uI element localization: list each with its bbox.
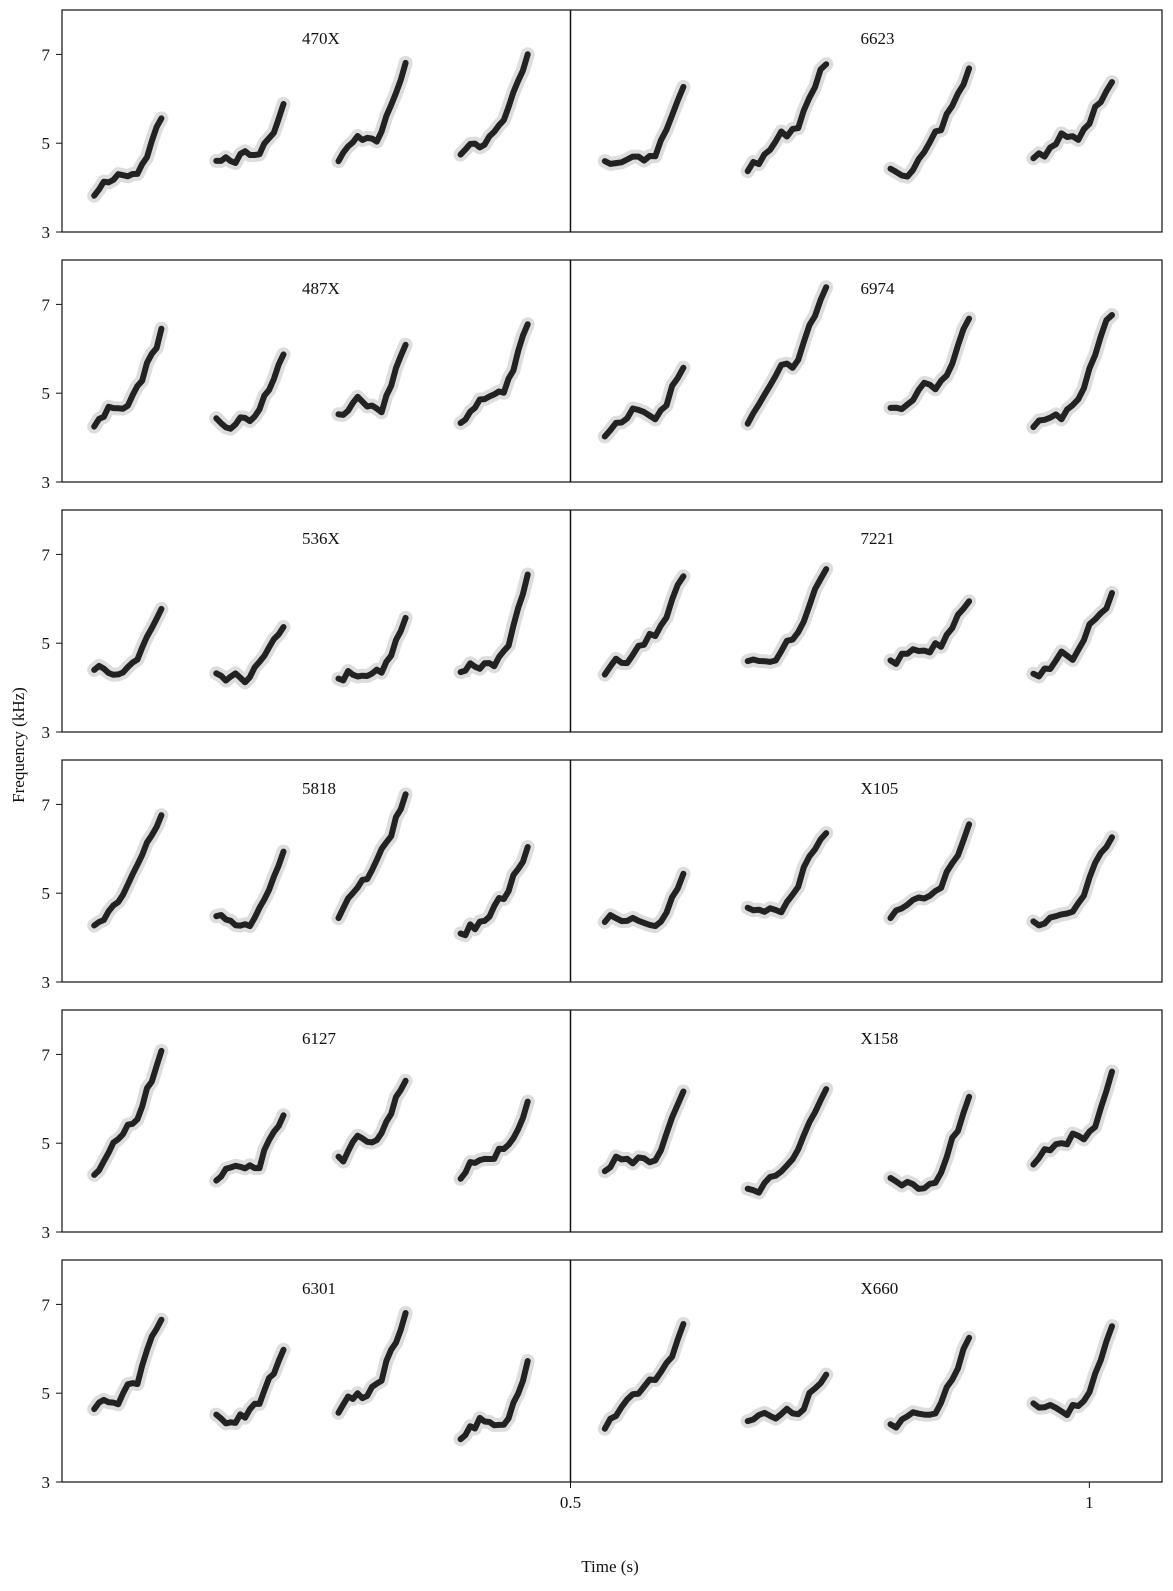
syllable-halo bbox=[748, 1089, 827, 1193]
panel-frame bbox=[62, 10, 1162, 232]
y-tick-label: 5 bbox=[42, 134, 51, 153]
panel-frame bbox=[62, 1260, 1162, 1482]
panel-frame bbox=[62, 510, 1162, 732]
x-tick-label: 0.5 bbox=[560, 1493, 581, 1512]
panel-frame bbox=[62, 1010, 1162, 1232]
panel-row: 3 5 7 6127 X158 bbox=[42, 1010, 1163, 1242]
syllable-halo bbox=[461, 54, 528, 154]
y-tick-label: 7 bbox=[42, 1295, 51, 1314]
y-tick-label: 7 bbox=[42, 45, 51, 64]
syllable-halo bbox=[891, 68, 970, 176]
panel-label: 6127 bbox=[302, 1029, 337, 1048]
syllable-halo bbox=[461, 575, 528, 673]
syllable-halo bbox=[1033, 82, 1112, 158]
panel-row: 3 5 7 470X 6623 bbox=[42, 10, 1163, 242]
y-tick-label: 3 bbox=[42, 1473, 51, 1492]
y-tick-label: 5 bbox=[42, 1134, 51, 1153]
x-tick-label: 1 bbox=[1085, 1493, 1094, 1512]
panel-label: 6301 bbox=[302, 1279, 336, 1298]
syllable-halo bbox=[748, 569, 827, 662]
syllable bbox=[461, 1361, 528, 1439]
panel-row: 3 5 7 6301 X660 bbox=[42, 1260, 1163, 1492]
y-tick-label: 7 bbox=[42, 795, 51, 814]
panel-row: 3 5 7 536X 7221 bbox=[42, 510, 1163, 742]
panel-label: X105 bbox=[860, 779, 898, 798]
panel-label: 7221 bbox=[860, 529, 894, 548]
x-axis-label: Time (s) bbox=[581, 1557, 638, 1576]
y-tick-label: 7 bbox=[42, 295, 51, 314]
figure: Time (s) Frequency (kHz) 3 5 7 470X 6623 3 5 7 4… bbox=[0, 0, 1173, 1586]
syllable-halo bbox=[605, 87, 684, 164]
panel-label: 6974 bbox=[860, 279, 895, 298]
panel-label: 536X bbox=[302, 529, 340, 548]
syllable bbox=[748, 833, 827, 912]
syllable-halo bbox=[891, 1097, 970, 1189]
y-tick-label: 3 bbox=[42, 723, 51, 742]
y-tick-label: 3 bbox=[42, 973, 51, 992]
panel-label: 470X bbox=[302, 29, 340, 48]
y-tick-label: 7 bbox=[42, 545, 51, 564]
panel-label: 6623 bbox=[860, 29, 894, 48]
y-tick-label: 7 bbox=[42, 1045, 51, 1064]
y-tick-label: 3 bbox=[42, 223, 51, 242]
panel-frame bbox=[62, 260, 1162, 482]
panel-label: 487X bbox=[302, 279, 340, 298]
panel-label: X660 bbox=[860, 1279, 898, 1298]
syllable-halo bbox=[891, 824, 970, 918]
y-tick-label: 3 bbox=[42, 1223, 51, 1242]
syllable bbox=[1033, 837, 1112, 925]
y-tick-label: 5 bbox=[42, 384, 51, 403]
y-axis-label: Frequency (kHz) bbox=[9, 687, 28, 803]
y-tick-label: 5 bbox=[42, 884, 51, 903]
syllable-halo bbox=[216, 852, 283, 927]
panel-label: X158 bbox=[860, 1029, 898, 1048]
y-tick-label: 5 bbox=[42, 1384, 51, 1403]
syllable bbox=[1033, 1072, 1112, 1165]
syllable-halo bbox=[1033, 593, 1112, 676]
panel-row: 3 5 7 5818 X105 bbox=[42, 760, 1163, 992]
syllable-halo bbox=[1033, 1326, 1112, 1415]
syllable-halo bbox=[891, 319, 970, 410]
panel-frame bbox=[62, 760, 1162, 982]
panel-row: 3 5 7 487X 6974 bbox=[42, 260, 1163, 492]
panel-label: 5818 bbox=[302, 779, 336, 798]
y-tick-label: 3 bbox=[42, 473, 51, 492]
y-tick-label: 5 bbox=[42, 634, 51, 653]
